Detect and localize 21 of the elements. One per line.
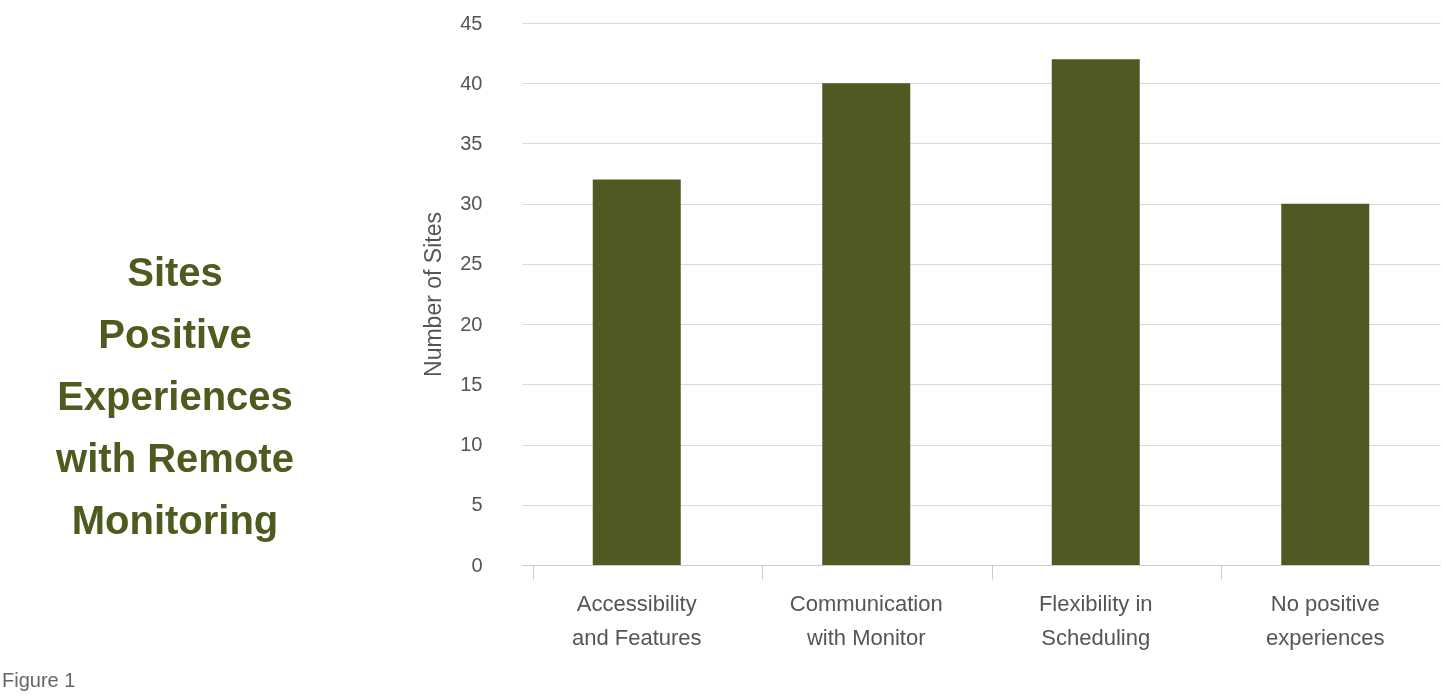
y-axis-title: Number of Sites	[420, 212, 447, 377]
text: Sites Positive Experiences with Remote Monitoring	[55, 250, 294, 542]
bar	[1281, 203, 1370, 565]
y-tick-label: 45	[460, 11, 483, 34]
x-tick-label: Accessibility and Features	[571, 590, 702, 650]
y-tick-label: 5	[471, 493, 483, 516]
bar	[592, 179, 681, 565]
y-tick-label: 35	[460, 131, 483, 154]
caption: Figure 1	[2, 669, 76, 691]
x-tick-label: Flexibility in Scheduling	[1038, 590, 1153, 650]
x-tick-label: Communication with Monitor	[789, 590, 943, 650]
bar	[822, 83, 911, 565]
y-tick-label: 10	[460, 433, 483, 456]
y-tick-label: 15	[460, 372, 483, 395]
bar	[1051, 59, 1140, 565]
x-tick-label: No positive experiences	[1265, 590, 1385, 650]
y-tick-label: 30	[460, 192, 483, 215]
y-tick-label: 40	[460, 71, 483, 94]
y-tick-label: 20	[460, 312, 483, 335]
y-tick-label: 0	[471, 553, 483, 576]
y-tick-label: 25	[460, 252, 483, 275]
